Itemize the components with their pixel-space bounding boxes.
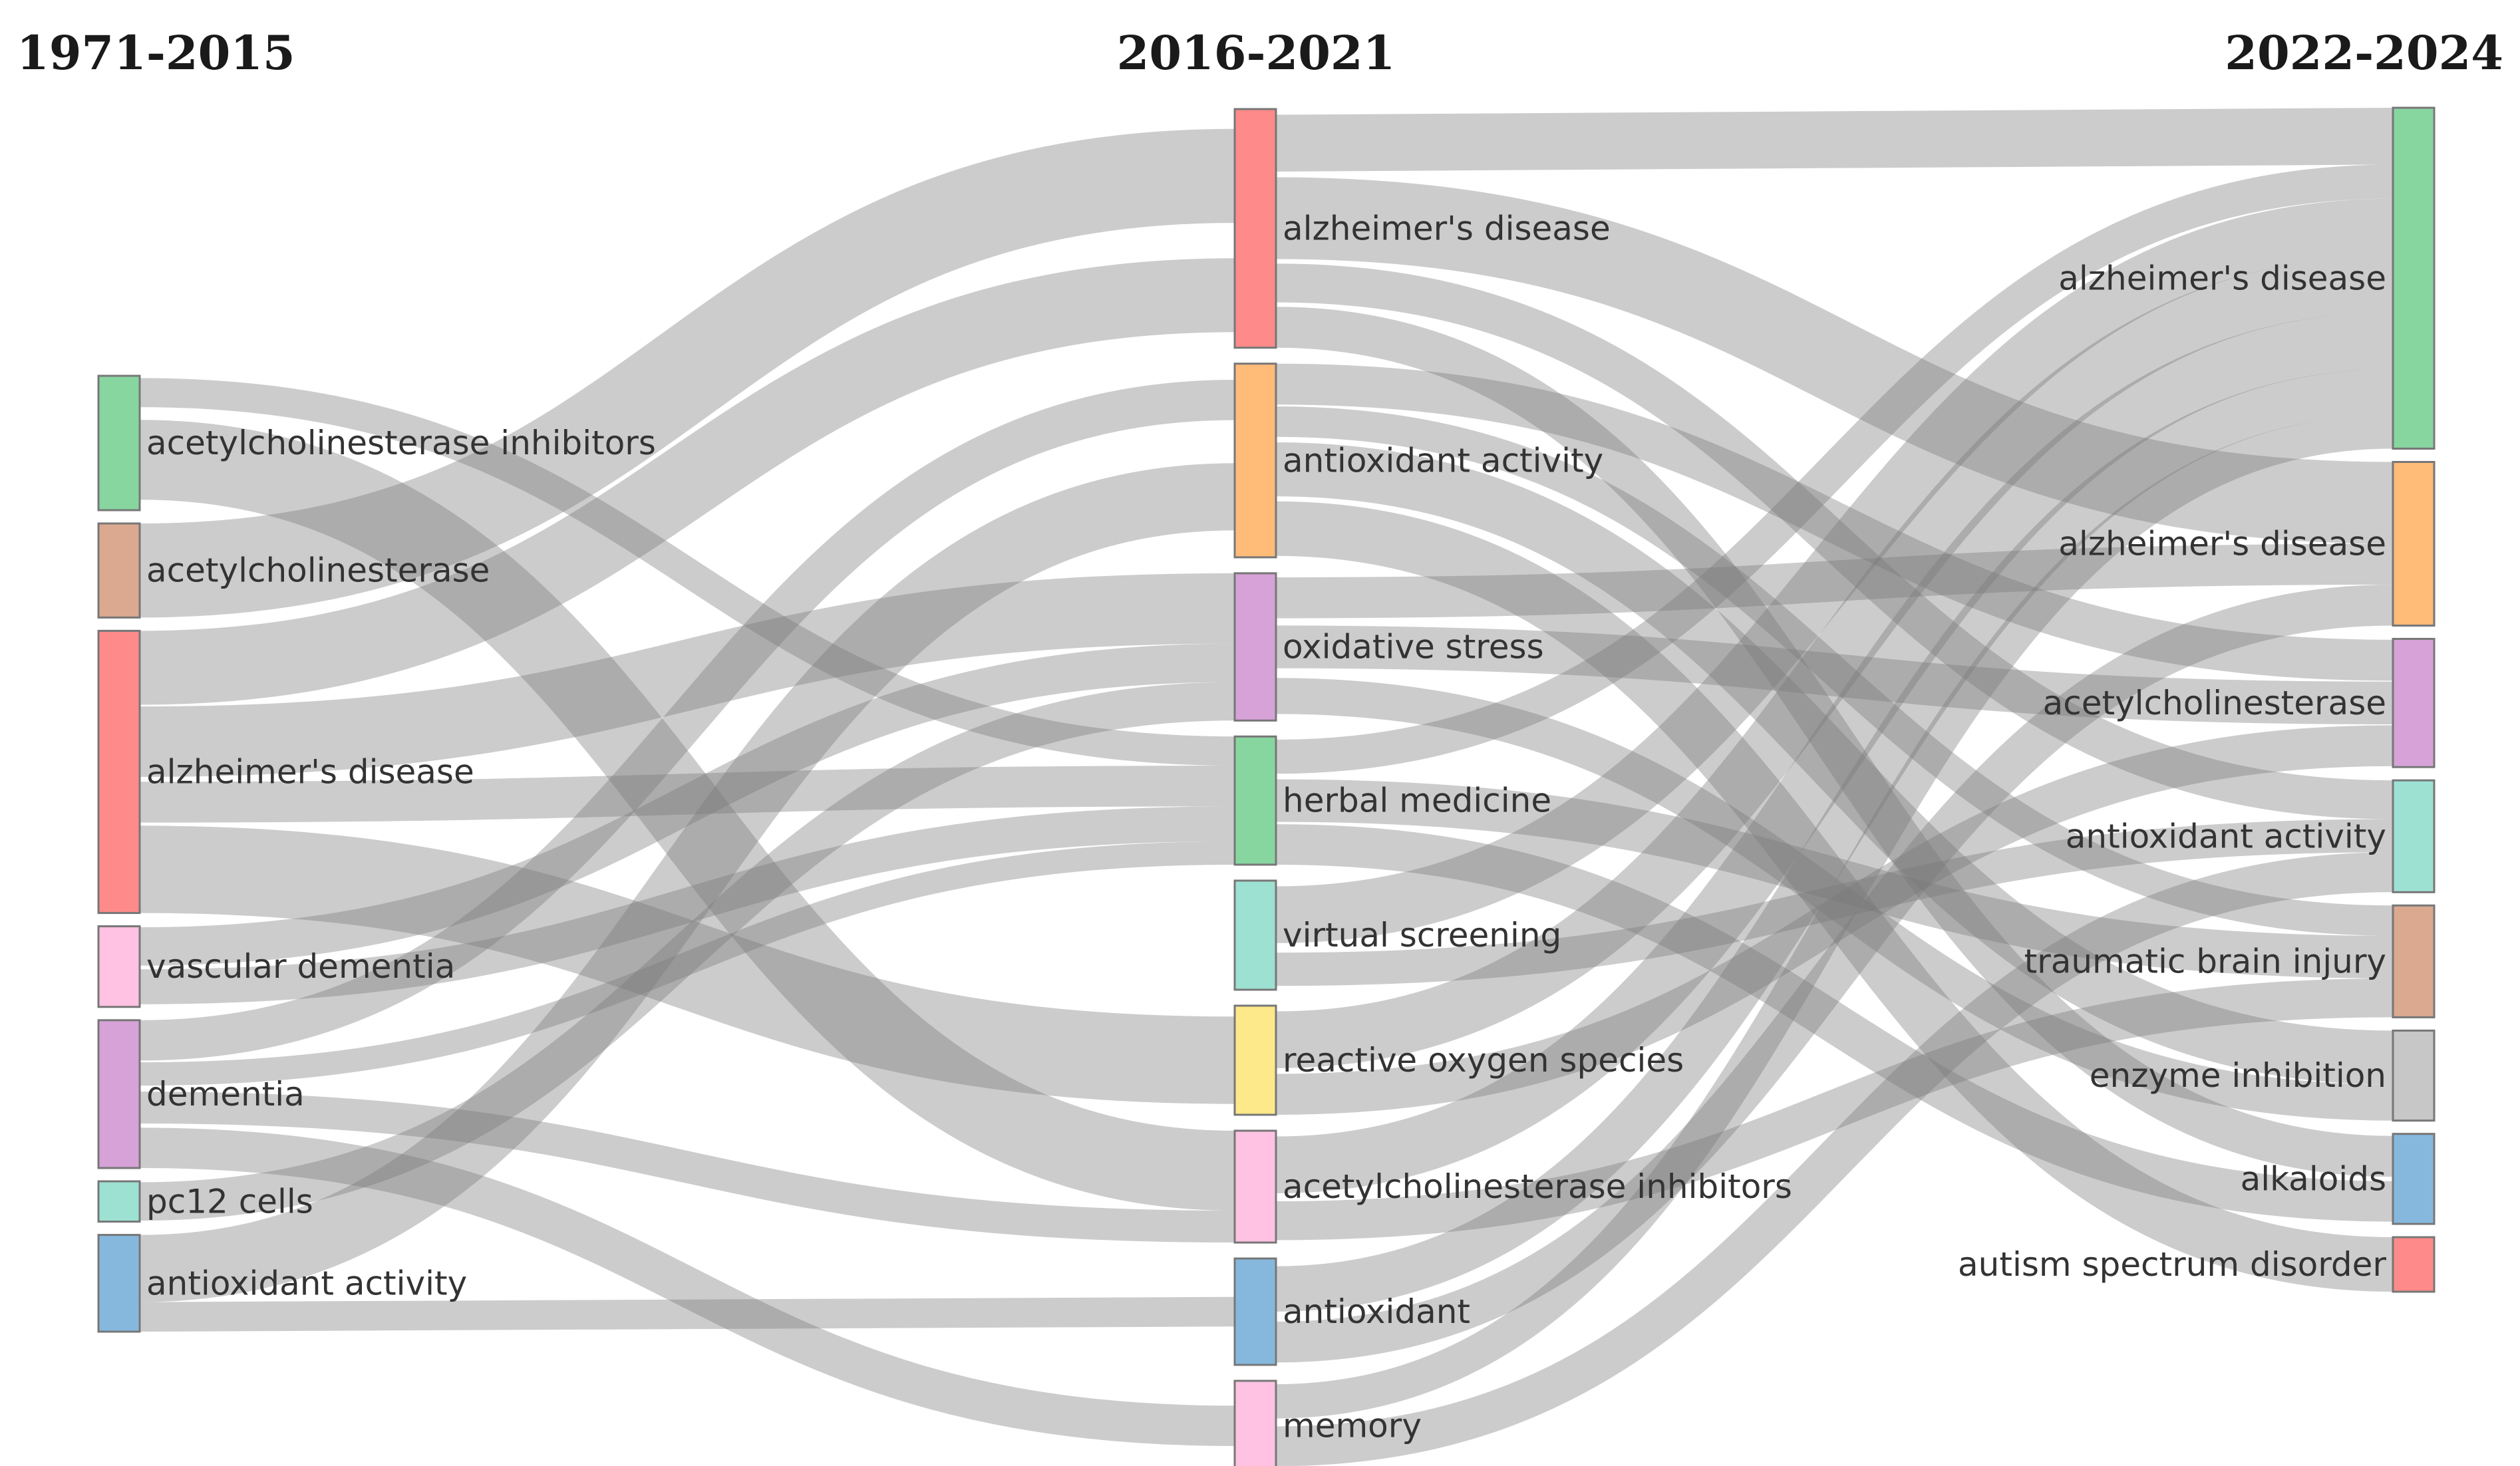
flow-link-a2-b3 [139, 766, 1235, 823]
flow-link-a4-b6 [139, 1092, 1235, 1243]
node-bar-c3[interactable] [2392, 779, 2436, 893]
flow-link-a0-b3 [139, 378, 1235, 766]
flow-link-a4-b1 [139, 380, 1235, 1061]
flow-link-b5-c0 [1275, 255, 2394, 1068]
flow-link-b4-c3 [1275, 819, 2394, 986]
node-label-a4: dementia [146, 1075, 305, 1113]
flow-link-a4-b3 [139, 841, 1235, 1086]
links-layer [139, 107, 2394, 1466]
flow-link-b8-c3 [1275, 852, 2394, 1466]
node-bar-a0[interactable] [97, 374, 141, 512]
node-label-b1: antioxidant activity [1283, 441, 1603, 480]
flow-link-b1-c4 [1275, 406, 2394, 936]
flow-link-a6-b1 [139, 463, 1235, 1302]
node-label-b4: virtual screening [1283, 916, 1561, 954]
node-bar-b4[interactable] [1233, 879, 1277, 991]
node-bar-c7[interactable] [2392, 1236, 2436, 1293]
flow-link-b0-c6 [1275, 307, 2394, 1177]
column-title-2022-2024: 2022-2024 [2225, 25, 2503, 80]
node-bar-a4[interactable] [97, 1019, 141, 1169]
column-title-2016-2021: 2016-2021 [1117, 25, 1396, 80]
node-bar-c0[interactable] [2392, 106, 2436, 450]
node-bar-a6[interactable] [97, 1234, 141, 1333]
flow-link-b5-c2 [1275, 725, 2394, 1115]
flow-link-b2-c5 [1275, 678, 2394, 1121]
node-label-c1: alzheimer's disease [2058, 525, 2386, 563]
node-bar-a1[interactable] [97, 522, 141, 619]
node-label-b6: acetylcholinesterase inhibitors [1283, 1167, 1792, 1206]
node-label-a2: alzheimer's disease [146, 753, 474, 792]
node-bar-c4[interactable] [2392, 904, 2436, 1018]
node-label-c0: alzheimer's disease [2058, 259, 2386, 297]
flow-link-b1-c2 [1275, 363, 2394, 681]
node-bar-b0[interactable] [1233, 108, 1277, 349]
node-label-c7: autism spectrum disorder [1958, 1245, 2386, 1284]
flow-link-b0-c3 [1275, 263, 2394, 819]
node-label-c5: enzyme inhibition [2090, 1056, 2386, 1095]
node-bar-b1[interactable] [1233, 363, 1277, 559]
node-label-a5: pc12 cells [146, 1182, 313, 1221]
node-bar-b5[interactable] [1233, 1004, 1277, 1116]
node-bar-b2[interactable] [1233, 572, 1277, 722]
node-label-c3: antioxidant activity [2066, 817, 2386, 855]
node-label-b0: alzheimer's disease [1283, 209, 1611, 247]
node-bar-c6[interactable] [2392, 1133, 2436, 1225]
flow-link-a5-b2 [139, 682, 1235, 1221]
flow-link-a3-b3 [139, 806, 1235, 1004]
node-bar-c5[interactable] [2392, 1029, 2436, 1122]
flow-link-b6-c4 [1275, 978, 2394, 1241]
node-label-c2: acetylcholinesterase [2043, 684, 2386, 722]
nodes-layer: acetylcholinesterase inhibitors acetylcho… [97, 106, 2436, 1466]
node-bar-b6[interactable] [1233, 1129, 1277, 1244]
flow-link-b3-c0 [1275, 164, 2394, 774]
flow-link-a2-b5 [139, 825, 1235, 1104]
flow-link-a3-b2 [139, 643, 1235, 966]
node-label-c6: alkaloids [2241, 1159, 2386, 1198]
node-label-a1: acetylcholinesterase [146, 551, 490, 590]
flow-link-b4-c0 [1275, 198, 2394, 943]
flow-link-b7-c1 [1275, 585, 2394, 1363]
node-label-a6: antioxidant activity [146, 1264, 467, 1302]
flow-link-a0-b6 [139, 420, 1235, 1211]
node-label-b3: herbal medicine [1283, 782, 1551, 820]
flow-link-a6-b7 [139, 1296, 1235, 1332]
flow-link-b1-c7 [1275, 501, 2394, 1292]
node-bar-a5[interactable] [97, 1180, 141, 1223]
node-label-b2: oxidative stress [1283, 628, 1544, 666]
flow-link-b3-c6 [1275, 824, 2394, 1222]
node-bar-c2[interactable] [2392, 638, 2436, 768]
node-label-c4: traumatic brain injury [2024, 942, 2386, 980]
flow-link-b6-c0 [1275, 312, 2394, 1193]
flow-link-b8-c0 [1275, 414, 2394, 1419]
node-label-b8: memory [1283, 1407, 1422, 1445]
node-bar-b7[interactable] [1233, 1257, 1277, 1366]
flow-link-a1-b0 [139, 128, 1235, 618]
flow-link-b7-c0 [1275, 368, 2394, 1312]
flow-link-b2-c1 [1275, 543, 2394, 619]
node-bar-a3[interactable] [97, 925, 141, 1008]
flow-link-a2-b0 [139, 258, 1235, 705]
node-label-a3: vascular dementia [146, 947, 455, 986]
column-title-1971-2015: 1971-2015 [17, 25, 295, 80]
flow-link-a4-b8 [139, 1127, 1235, 1446]
node-label-b7: antioxidant [1283, 1292, 1470, 1331]
flow-link-b3-c4 [1275, 779, 2394, 978]
node-bar-c1[interactable] [2392, 461, 2436, 627]
flow-link-b0-c0 [1275, 107, 2394, 172]
node-bar-b3[interactable] [1233, 735, 1277, 866]
node-bar-a2[interactable] [97, 629, 141, 915]
flow-link-a2-b2 [139, 573, 1235, 777]
node-label-a0: acetylcholinesterase inhibitors [146, 424, 656, 462]
node-bar-b8[interactable] [1233, 1380, 1277, 1466]
flow-link-b1-c5 [1275, 442, 2394, 1085]
node-label-b5: reactive oxygen species [1283, 1041, 1684, 1080]
flow-link-b2-c2 [1275, 625, 2394, 724]
flow-link-b0-c1 [1275, 177, 2394, 544]
